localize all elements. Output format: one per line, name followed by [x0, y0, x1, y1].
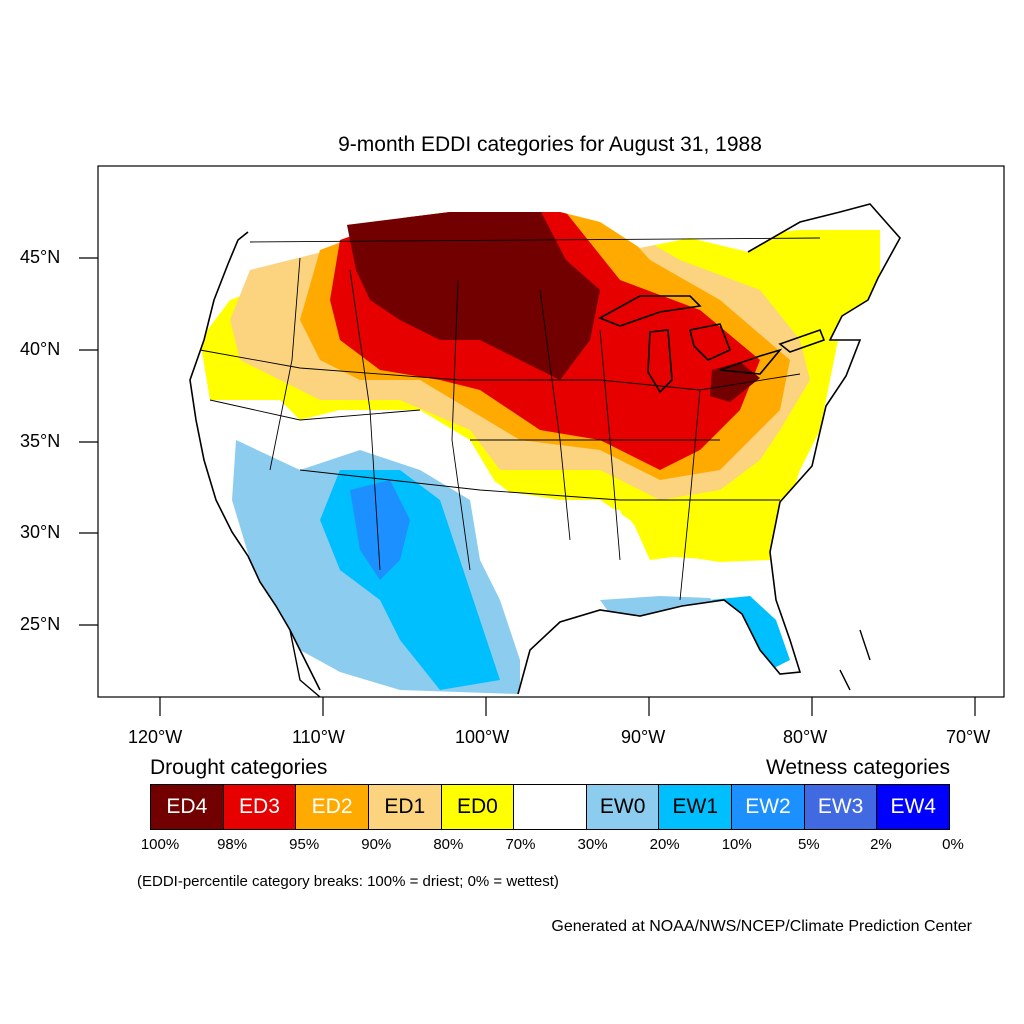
region-ed4 — [346, 205, 600, 380]
map-frame — [97, 165, 1005, 698]
legend-cell: ED1 — [368, 785, 442, 829]
legend-cell: EW1 — [659, 785, 733, 829]
drought-heading: Drought categories — [150, 756, 328, 779]
legend-note: (EDDI-percentile category breaks: 100% =… — [137, 873, 559, 890]
legend-cell: EW3 — [804, 785, 878, 829]
legend-colorbar: ED4 ED3 ED2 ED1 ED0 EW0 EW1 EW2 EW3 EW4 — [150, 784, 950, 830]
legend-cell: EW2 — [732, 785, 805, 829]
lon-label-110: 110°W — [292, 727, 345, 747]
region-ew2 — [350, 480, 410, 580]
lon-label-90: 90°W — [621, 727, 666, 747]
lon-label-120: 120°W — [128, 727, 183, 747]
legend-break-label: 100% — [140, 836, 180, 853]
coastline — [189, 203, 901, 695]
credit-text: Generated at NOAA/NWS/NCEP/Climate Predi… — [551, 918, 972, 935]
region-ed0-southeast — [632, 500, 780, 562]
lat-label-35: 35°N — [20, 431, 61, 451]
legend-break-label: 20% — [649, 836, 680, 853]
lat-label-40: 40°N — [20, 339, 61, 359]
lat-label-25: 25°N — [20, 614, 61, 634]
state-borders — [199, 237, 821, 601]
great-lakes — [598, 295, 826, 394]
map-plot-area — [98, 166, 1004, 697]
axis-ticks — [79, 257, 976, 716]
legend-break-label: 10% — [721, 836, 752, 853]
legend-break-label: 2% — [870, 836, 892, 853]
lon-label-70: 70°W — [946, 727, 991, 747]
legend-break-label: 0% — [942, 836, 964, 853]
lon-label-80: 80°W — [783, 727, 828, 747]
legend-break-label: 70% — [505, 836, 536, 853]
legend-break-label: 90% — [361, 836, 392, 853]
legend-cell: ED2 — [296, 785, 369, 829]
lon-label-100: 100°W — [455, 727, 510, 747]
legend-break-label: 5% — [797, 836, 820, 853]
legend-cell — [514, 785, 587, 829]
legend-cell: EW4 — [877, 785, 950, 829]
wetness-heading: Wetness categories — [765, 756, 950, 779]
legend-break-label: 98% — [217, 836, 248, 853]
map-title: 9-month EDDI categories for August 31, 1… — [338, 133, 762, 156]
legend-cell: ED3 — [223, 785, 297, 829]
legend-break-label: 30% — [577, 836, 608, 853]
legend-cell: ED4 — [151, 785, 224, 829]
legend-cell: ED0 — [441, 785, 515, 829]
lat-label-30: 30°N — [20, 522, 61, 542]
legend-break-label: 80% — [433, 836, 464, 853]
legend-break-label: 95% — [289, 836, 320, 853]
legend-cell: EW0 — [586, 785, 660, 829]
mexico-outline — [289, 629, 871, 697]
lat-label-45: 45°N — [20, 247, 61, 267]
